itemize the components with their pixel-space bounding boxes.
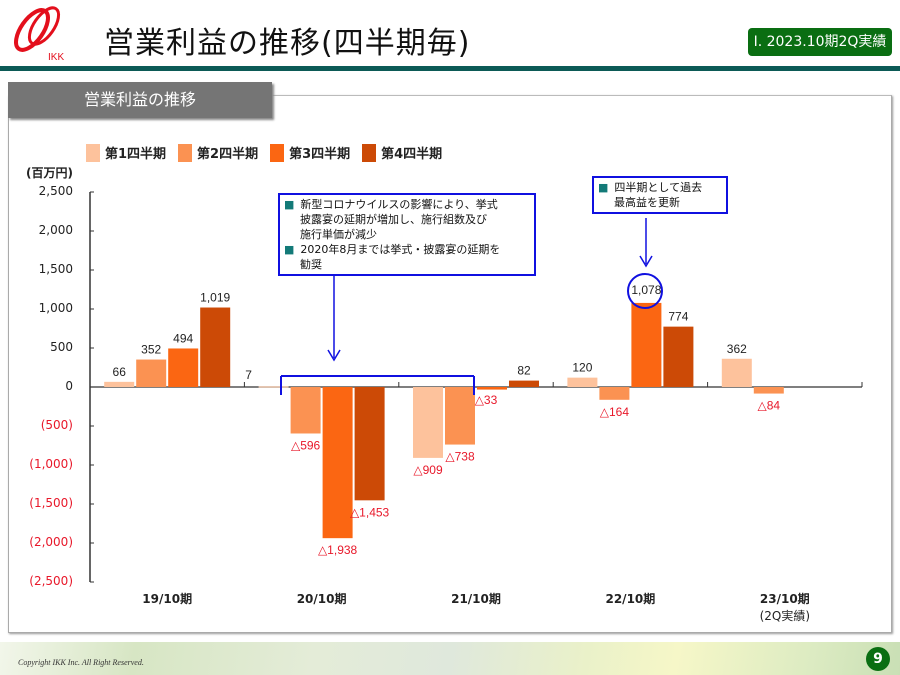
arrow-down-icon xyxy=(327,349,341,362)
data-label: △738 xyxy=(445,450,475,464)
bar-1-3 xyxy=(354,387,385,501)
bar-2-1 xyxy=(445,387,475,445)
legend-item-q3: 第3四半期 xyxy=(270,143,350,162)
legend-label: 第2四半期 xyxy=(197,147,259,162)
legend-swatch-q2 xyxy=(178,143,193,162)
data-label: 774 xyxy=(668,310,688,324)
bar-2-3 xyxy=(509,380,539,387)
bullet-icon: ■ xyxy=(284,243,295,256)
y-tick-label: (1,500) xyxy=(29,496,73,510)
bar-2-2 xyxy=(477,387,507,390)
header-divider xyxy=(0,66,900,71)
bar-4-0 xyxy=(721,358,752,387)
bar-1-1 xyxy=(290,387,321,434)
bar-4-1 xyxy=(753,387,784,394)
y-tick-label: (2,500) xyxy=(29,574,73,588)
data-label: 494 xyxy=(173,331,193,345)
data-label: 7 xyxy=(245,368,252,382)
x-axis-label: 21/10期 xyxy=(451,592,501,606)
page-title: 営業利益の推移(四半期毎) xyxy=(104,26,471,61)
bar-1-0 xyxy=(258,386,289,388)
y-axis-unit: (百万円) xyxy=(26,166,73,180)
bar-2-0 xyxy=(413,387,443,458)
y-tick-label: (2,000) xyxy=(29,535,73,549)
data-label: 1,019 xyxy=(200,291,230,305)
legend-label: 第3四半期 xyxy=(289,147,351,162)
legend-label: 第1四半期 xyxy=(105,147,167,162)
callout-record-profit: ■ 四半期として過去 最高益を更新 xyxy=(592,176,728,214)
bar-0-1 xyxy=(136,359,167,387)
data-label: △596 xyxy=(291,438,321,452)
bracket-20-10 xyxy=(280,375,475,395)
page-number: 9 xyxy=(866,647,890,671)
data-label: △84 xyxy=(758,399,781,413)
ikk-logo: IKK xyxy=(14,6,64,62)
y-tick-label: 500 xyxy=(50,340,73,354)
legend-label: 第4四半期 xyxy=(381,147,443,162)
legend-item-q4: 第4四半期 xyxy=(362,143,442,162)
y-tick-label: (500) xyxy=(40,418,73,432)
legend-swatch-q1 xyxy=(86,143,100,162)
copyright-text: Copyright IKK Inc. All Right Reserved. xyxy=(18,658,144,667)
bullet-icon: ■ xyxy=(598,181,609,194)
x-axis-label: 19/10期 xyxy=(142,592,193,606)
data-label: 66 xyxy=(113,365,127,379)
callout-item: ■ 新型コロナウイルスの影響により、挙式 xyxy=(284,198,498,211)
data-label: 1,078 xyxy=(631,283,661,297)
callout-item: ■ 2020年8月までは挙式・披露宴の延期を xyxy=(284,243,501,256)
x-axis-label: 20/10期 xyxy=(296,592,347,606)
legend-item-q1: 第1四半期 xyxy=(86,143,166,162)
y-tick-label: 1,000 xyxy=(38,301,73,315)
callout-covid-impact: ■ 新型コロナウイルスの影響により、挙式 披露宴の延期が増加し、施行組数及び 施行… xyxy=(278,193,536,276)
data-label: 82 xyxy=(517,364,531,378)
y-tick-label: 2,000 xyxy=(38,223,73,237)
y-tick-label: 2,500 xyxy=(38,184,73,198)
bar-3-0 xyxy=(567,377,598,387)
data-label: △1,938 xyxy=(318,543,358,557)
bar-3-3 xyxy=(663,326,694,387)
bullet-icon: ■ xyxy=(284,198,295,211)
legend-item-q2: 第2四半期 xyxy=(178,143,258,162)
footer-background xyxy=(0,642,900,675)
bar-0-0 xyxy=(104,381,135,387)
bar-0-3 xyxy=(200,307,231,387)
arrow-down-icon xyxy=(639,255,653,268)
data-label: 362 xyxy=(727,342,747,356)
bar-0-2 xyxy=(168,348,199,387)
x-axis-label: 22/10期 xyxy=(605,592,656,606)
data-label: △33 xyxy=(475,393,498,407)
x-axis-label: 23/10期 (2Q実績) xyxy=(759,592,811,623)
legend-swatch-q4 xyxy=(362,143,377,162)
y-tick-label: 1,500 xyxy=(38,262,73,276)
bar-3-2 xyxy=(631,302,662,387)
legend-swatch-q3 xyxy=(270,143,285,162)
bar-1-2 xyxy=(322,387,353,539)
logo-text: IKK xyxy=(48,52,64,62)
y-tick-label: (1,000) xyxy=(29,457,73,471)
data-label: △909 xyxy=(413,463,443,477)
data-label: 120 xyxy=(572,361,592,375)
data-label: △164 xyxy=(600,405,630,419)
highlight-circle xyxy=(627,273,663,309)
bar-3-1 xyxy=(599,387,630,400)
data-label: △1,453 xyxy=(350,505,390,519)
data-label: 352 xyxy=(141,343,161,357)
y-tick-label: 0 xyxy=(65,379,73,393)
callout-item: ■ 四半期として過去 xyxy=(598,181,703,194)
chart-legend: 第1四半期 第2四半期 第3四半期 第4四半期 xyxy=(86,143,454,162)
panel-tab-title: 営業利益の推移 xyxy=(8,82,272,118)
section-badge: Ⅰ. 2023.10期2Q実績 xyxy=(748,28,892,56)
